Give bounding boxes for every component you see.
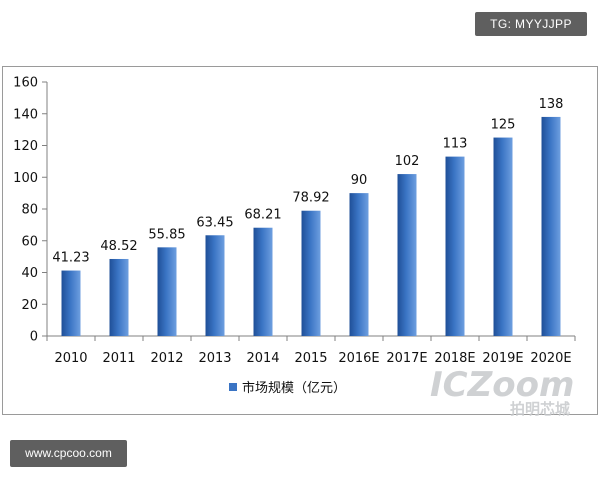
data-label: 48.52 [100,239,137,254]
bar [61,270,81,336]
x-tick-label: 2014 [246,351,279,366]
x-tick-label: 2019E [482,351,523,366]
x-tick-label: 2020E [530,351,571,366]
x-tick-label: 2017E [386,351,427,366]
plot-area: 0 20 40 60 80 100 120 140 160 41.23 2010 48.52 2011 5… [13,76,576,396]
data-label: 138 [539,97,564,112]
y-tick-label: 0 [30,330,38,345]
data-label: 90 [351,173,368,188]
data-label: 68.21 [244,208,281,223]
bar [253,227,273,336]
x-tick-label: 2018E [434,351,475,366]
legend-label: 市场规模（亿元） [242,380,346,396]
data-label: 102 [395,154,420,169]
data-label: 78.92 [292,191,329,206]
x-tick-label: 2016E [338,351,379,366]
x-tick-label: 2013 [198,351,231,366]
bar [541,116,561,336]
y-tick-label: 40 [21,266,38,281]
y-tick-label: 20 [21,298,38,313]
x-tick-label: 2010 [54,351,87,366]
y-tick-label: 80 [21,203,38,218]
data-label: 41.23 [52,251,89,266]
y-tick-label: 60 [21,234,38,249]
data-label: 113 [443,137,468,152]
y-tick-label: 140 [13,107,38,122]
bar [445,156,465,336]
data-label: 125 [491,118,516,133]
url-badge: www.cpcoo.com [10,440,127,467]
y-tick-label: 100 [13,171,38,186]
data-label: 63.45 [196,215,233,230]
watermark-brand: ICZoom [430,365,574,405]
bar [109,258,129,336]
bar [205,235,225,336]
x-tick-label: 2011 [102,351,135,366]
tg-badge: TG: MYYJJPP [475,12,587,36]
bar [349,193,369,336]
x-tick-label: 2012 [150,351,183,366]
bar [157,247,177,336]
bar [301,210,321,336]
y-tick-label: 120 [13,139,38,154]
watermark-brand-cn: 拍明芯城 [510,400,570,418]
watermark: ICZoom 拍明芯城 [430,365,574,418]
legend-swatch [229,383,237,391]
bar [493,137,513,336]
data-label: 55.85 [148,227,185,242]
x-tick-label: 2015 [294,351,327,366]
bar [397,174,417,336]
y-tick-label: 160 [13,76,38,91]
